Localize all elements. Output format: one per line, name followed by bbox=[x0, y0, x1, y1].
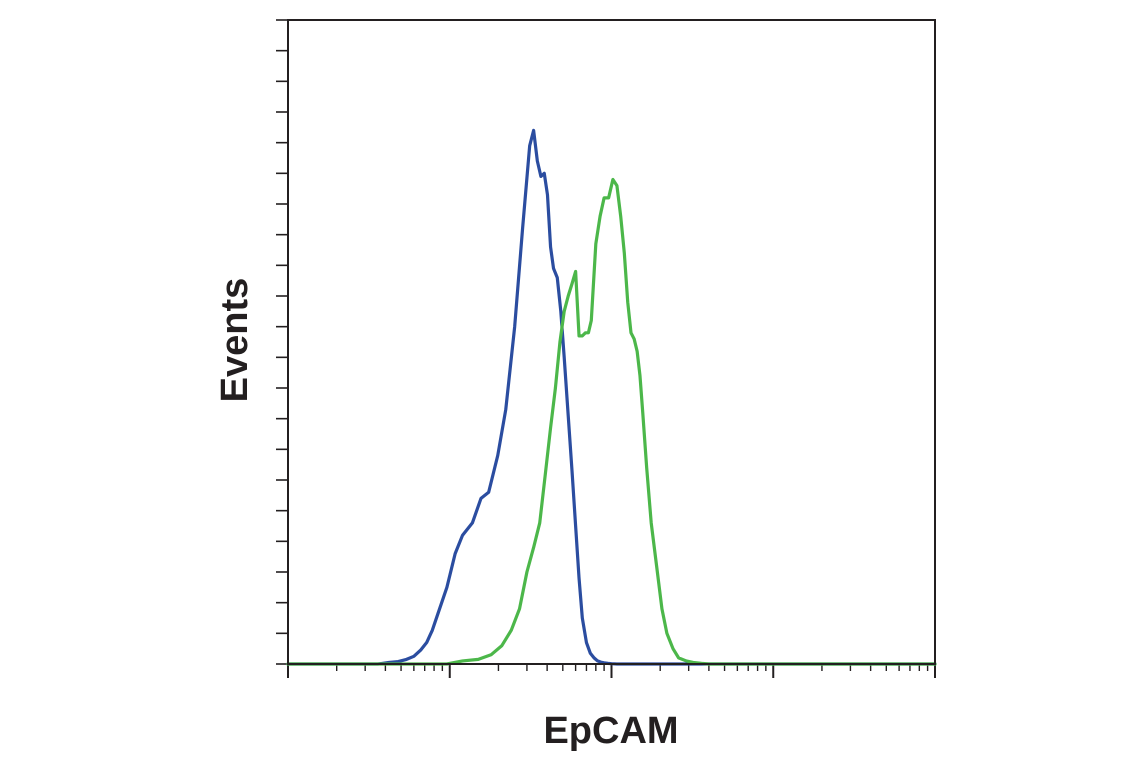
series-line-2 bbox=[286, 177, 937, 666]
x-axis-ticks bbox=[287, 664, 936, 678]
y-axis-ticks bbox=[276, 19, 288, 665]
plot-frame bbox=[287, 19, 936, 665]
series-layer bbox=[286, 128, 937, 666]
series-line-1 bbox=[286, 128, 937, 666]
x-axis-label: EpCAM bbox=[543, 710, 678, 752]
y-axis-label: Events bbox=[214, 278, 256, 403]
